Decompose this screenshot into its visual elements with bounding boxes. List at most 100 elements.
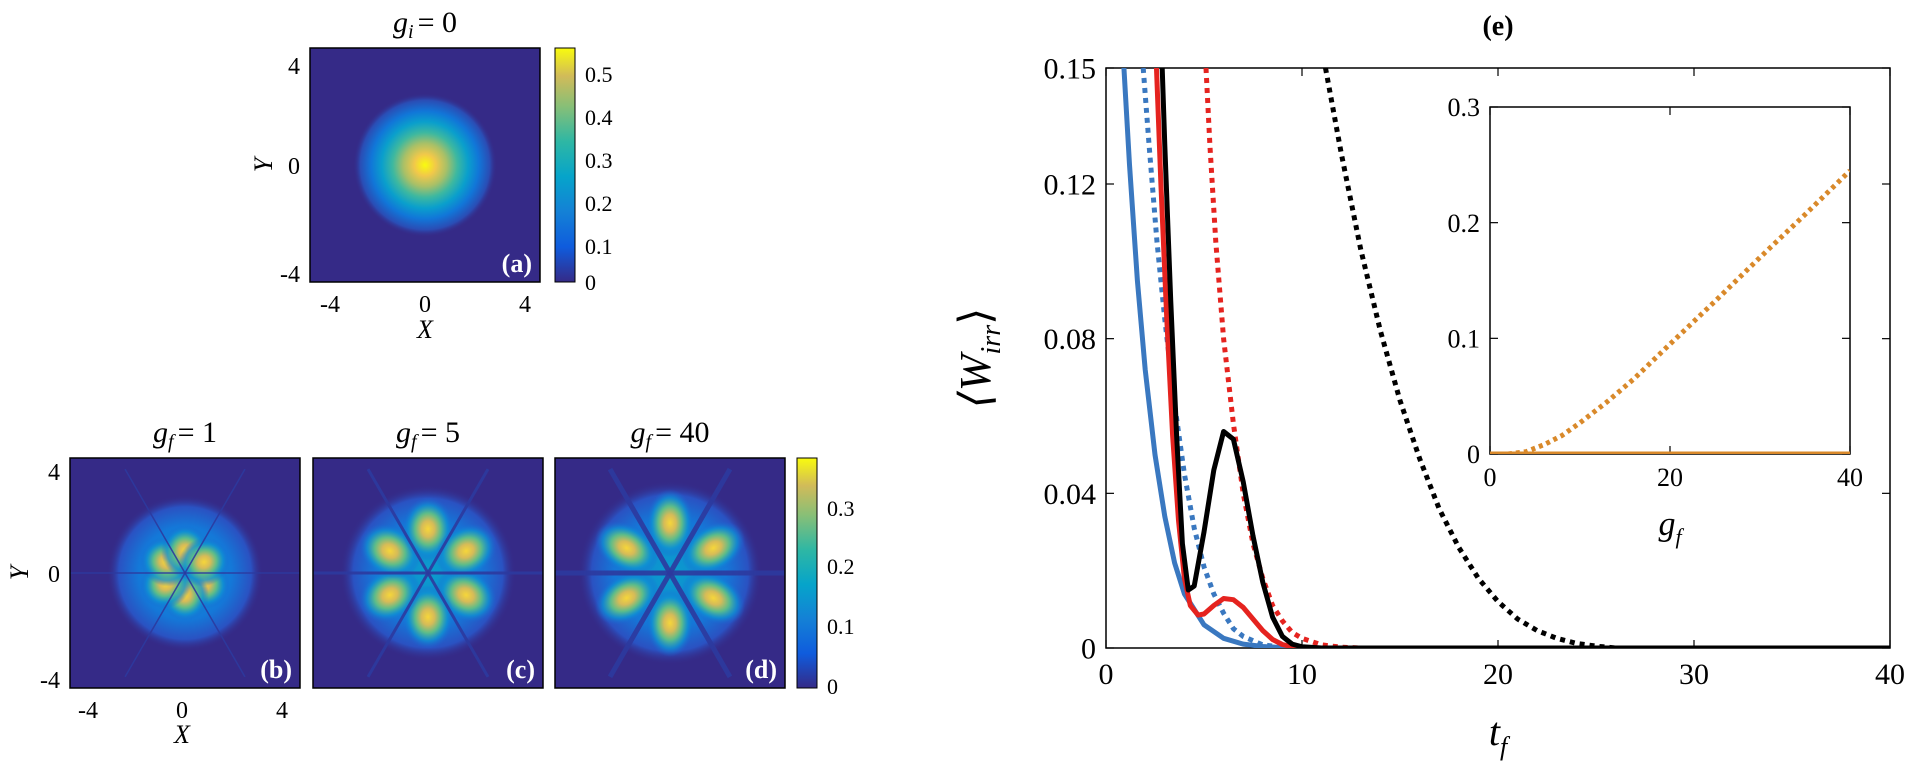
heatmap-c-node-line-6 <box>426 468 490 574</box>
heatmap-b-ytick-top: 4 <box>48 460 60 486</box>
inset-ytick-label-2: 0.2 <box>1448 209 1481 238</box>
heatmap-b-node-line-2 <box>184 572 246 678</box>
main-ytick-label-3: 0.12 <box>1044 169 1097 202</box>
heatmap-c-node-line-3 <box>366 572 430 678</box>
colorbar-a-tick-0.4: 0.4 <box>585 105 613 130</box>
heatmap-d-lobe-4 <box>594 521 659 575</box>
colorbar-a-tick-0.3: 0.3 <box>585 148 613 173</box>
heatmap-d-lobe-3 <box>594 571 659 625</box>
panel-a-title: gi = 0 <box>393 6 457 43</box>
panel-b-label: (b) <box>260 655 292 684</box>
main-chart-title: (e) <box>1482 11 1513 42</box>
heatmap-d-node-line-2 <box>667 571 733 679</box>
heatmap-b-xtick-right: 4 <box>276 698 288 724</box>
heatmap-c-node-line-5 <box>366 468 430 574</box>
heatmap-b-frame <box>69 457 301 689</box>
heatmap-a-gaussian-peak <box>353 93 497 237</box>
inset-ytick-label-0: 0 <box>1467 440 1480 469</box>
heatmap-b-lobes <box>70 468 300 678</box>
heatmap-c-frame <box>312 457 544 689</box>
heatmap-b-xtick-left: -4 <box>78 698 98 724</box>
inset-series-group <box>1490 168 1850 454</box>
inset-axis-ticks: 0 20 40 0 0.1 0.2 0.3 <box>1448 93 1864 492</box>
main-ytick-label-1: 0.04 <box>1044 478 1097 511</box>
colorbar-bcd-tick-0.3: 0.3 <box>827 496 855 521</box>
main-xtick-label-4: 40 <box>1875 658 1905 691</box>
main-axis-ticks: 0 10 20 30 40 0 0.04 0.08 0.12 0.15 <box>1044 53 1906 692</box>
heatmap-c-lobe-6 <box>435 523 497 579</box>
colorbar-a <box>554 47 576 283</box>
heatmap-a-xlabel: X <box>416 315 434 344</box>
heatmap-b-ylabel: Y <box>5 563 34 580</box>
main-series-blue-solid <box>1121 68 1890 648</box>
heatmap-d-node-line-3 <box>607 571 673 679</box>
colorbar-bcd-tick-0: 0 <box>827 674 838 699</box>
inset-xtick-label-2: 40 <box>1837 463 1863 492</box>
heatmap-c-node-line-2 <box>426 572 490 678</box>
heatmap-b-node-line-6 <box>184 468 246 574</box>
heatmap-a-ylabel: Y <box>249 155 278 172</box>
inset-series-orange-dotted <box>1507 168 1850 454</box>
heatmap-a-frame <box>309 47 541 283</box>
colorbar-bcd-tick-0.2: 0.2 <box>827 554 855 579</box>
heatmap-d-lobes <box>555 467 785 679</box>
panel-d-title: gf = 40 <box>631 416 710 453</box>
heatmap-d-node-line-6 <box>667 467 733 575</box>
panel-c-label: (c) <box>506 655 535 684</box>
panel-b: gf = 1 (b) 4 0 -4 -4 0 4 X Y <box>5 416 301 749</box>
heatmap-d-lobe-2 <box>646 589 694 657</box>
panel-d-label: (d) <box>745 655 777 684</box>
panel-b-title: gf = 1 <box>153 416 217 453</box>
heatmap-c-lobe-3 <box>359 567 421 623</box>
heatmap-d-frame <box>554 457 786 689</box>
heatmap-b-ytick-bottom: -4 <box>40 668 60 694</box>
inset-ytick-label-3: 0.3 <box>1448 93 1481 122</box>
inset-xlabel: gf <box>1658 506 1684 549</box>
main-xlabel: tf <box>1489 709 1511 761</box>
colorbar-a-tick-0.2: 0.2 <box>585 191 613 216</box>
heatmap-b-xtick-mid: 0 <box>176 698 188 724</box>
inset-xtick-label-0: 0 <box>1484 463 1497 492</box>
heatmap-a-ytick-bottom: -4 <box>280 262 300 288</box>
colorbar-bcd-tick-0.1: 0.1 <box>827 614 855 639</box>
heatmap-b-ytick-mid: 0 <box>48 562 60 588</box>
colorbar-a-tick-0.5: 0.5 <box>585 62 613 87</box>
heatmap-a-xtick-right: 4 <box>519 292 531 318</box>
panel-c-title: gf = 5 <box>396 416 460 453</box>
inset-plot-area <box>1489 106 1851 455</box>
colorbar-a-tick-0.1: 0.1 <box>585 234 613 259</box>
panel-a: gi = 0 (a) 4 0 -4 -4 0 4 X Y 0.5 0.4 0.3 … <box>249 6 613 344</box>
heatmap-a-xtick-mid: 0 <box>419 292 431 318</box>
main-series-blue-dotted <box>1140 68 1303 648</box>
colorbar-bcd <box>796 457 818 689</box>
heatmap-d-lobe-5 <box>646 489 694 557</box>
panel-c: gf = 5 (c) <box>312 416 544 689</box>
heatmap-d-lobe-6 <box>681 521 746 575</box>
heatmap-b-node-line-5 <box>124 468 186 574</box>
panel-d: gf = 40 (d) 0.3 0.2 0.1 0 <box>554 416 855 699</box>
main-xtick-label-2: 20 <box>1483 658 1513 691</box>
main-xtick-label-1: 10 <box>1287 658 1317 691</box>
main-series-red-solid <box>1153 68 1890 648</box>
main-xtick-label-0: 0 <box>1099 658 1114 691</box>
heatmap-d-node-line-5 <box>607 467 673 575</box>
main-ylabel: ⟨Wirr⟩ <box>951 308 1007 409</box>
heatmap-a-ytick-top: 4 <box>288 54 300 80</box>
heatmap-a-ytick-mid: 0 <box>288 154 300 180</box>
inset-chart: 0 20 40 0 0.1 0.2 0.3 gf <box>1448 93 1864 549</box>
main-ytick-label-2: 0.08 <box>1044 323 1097 356</box>
heatmap-c-lobes <box>313 468 543 678</box>
heatmap-d-lobe-1 <box>681 571 746 625</box>
colorbar-a-tick-0: 0 <box>585 270 596 295</box>
heatmap-b-lobe-6 <box>178 537 230 587</box>
inset-xtick-label-1: 20 <box>1657 463 1683 492</box>
main-ytick-label-0: 0 <box>1081 633 1096 666</box>
main-series-group <box>1121 68 1890 648</box>
heatmap-b-xlabel: X <box>173 720 191 749</box>
heatmap-a-xtick-left: -4 <box>320 292 340 318</box>
main-ytick-label-4: 0.15 <box>1044 53 1097 86</box>
inset-ytick-label-1: 0.1 <box>1448 324 1481 353</box>
heatmap-b-node-line-3 <box>124 572 186 678</box>
panel-a-label: (a) <box>502 249 532 278</box>
